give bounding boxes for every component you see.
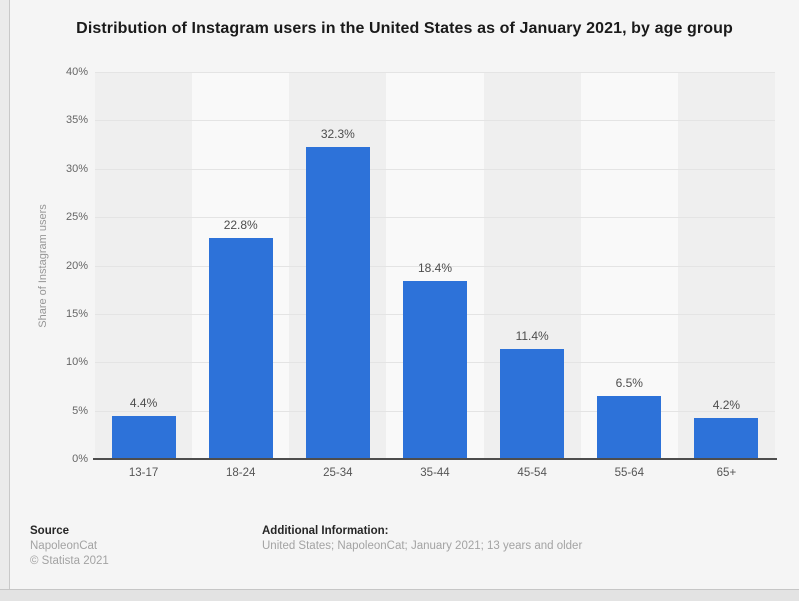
footer-additional-block: Additional Information: United States; N… [262, 524, 582, 554]
y-axis-tick-label: 25% [65, 211, 88, 224]
y-axis-tick-label: 15% [65, 307, 88, 320]
bar [694, 418, 759, 459]
bar [305, 146, 370, 459]
bar-value-label: 4.2% [712, 398, 741, 413]
gridline [95, 120, 775, 122]
bar-value-label: 4.4% [129, 396, 158, 411]
bar [403, 280, 467, 459]
x-axis-line [93, 458, 777, 460]
y-axis-tick-label: 20% [65, 259, 88, 272]
window-edge-left [0, 0, 10, 589]
bar [111, 416, 176, 459]
y-axis-tick-label: 40% [65, 66, 88, 78]
y-axis-tick-label: 5% [72, 404, 88, 417]
bar-value-label: 6.5% [615, 376, 643, 391]
y-axis-tick-label: 10% [65, 356, 88, 369]
window-edge-bottom [0, 589, 799, 601]
x-axis-label: 45-54 [517, 467, 547, 479]
y-axis-tick-label: 35% [65, 114, 88, 127]
bar-value-label: 11.4% [515, 328, 549, 343]
additional-info-label: Additional Information: [262, 525, 389, 537]
x-axis-label: 65+ [716, 467, 737, 479]
y-axis-tick-label: 0% [72, 453, 88, 465]
chart-title: Distribution of Instagram users in the U… [76, 20, 733, 37]
bar [500, 348, 565, 459]
bar [597, 396, 662, 459]
bar-value-label: 22.8% [223, 218, 258, 233]
gridline [95, 168, 775, 170]
y-axis-tick-label: 30% [65, 162, 88, 175]
bar [208, 238, 273, 459]
plot-area: 4.4% 22.8% 32.3% 18.4% 11.4% 6.5% 4.2% [95, 72, 775, 459]
source-value: NapoleonCat [30, 540, 98, 552]
bar-value-label: 18.4% [417, 260, 452, 275]
copyright: © Statista 2021 [30, 555, 109, 567]
x-axis-label: 13-17 [128, 467, 159, 479]
footer-source-block: Source NapoleonCat © Statista 2021 [30, 524, 109, 569]
gridline [95, 217, 775, 219]
additional-info-value: United States; NapoleonCat; January 2021… [262, 540, 583, 552]
gridline [95, 72, 775, 73]
source-label: Source [30, 525, 69, 537]
x-axis-label: 55-64 [614, 467, 644, 479]
bar-value-label: 32.3% [320, 126, 355, 141]
gridline [95, 265, 775, 267]
x-axis-label: 25-34 [323, 467, 353, 479]
x-axis-label: 18-24 [226, 467, 256, 479]
x-axis-label: 35-44 [420, 467, 450, 479]
